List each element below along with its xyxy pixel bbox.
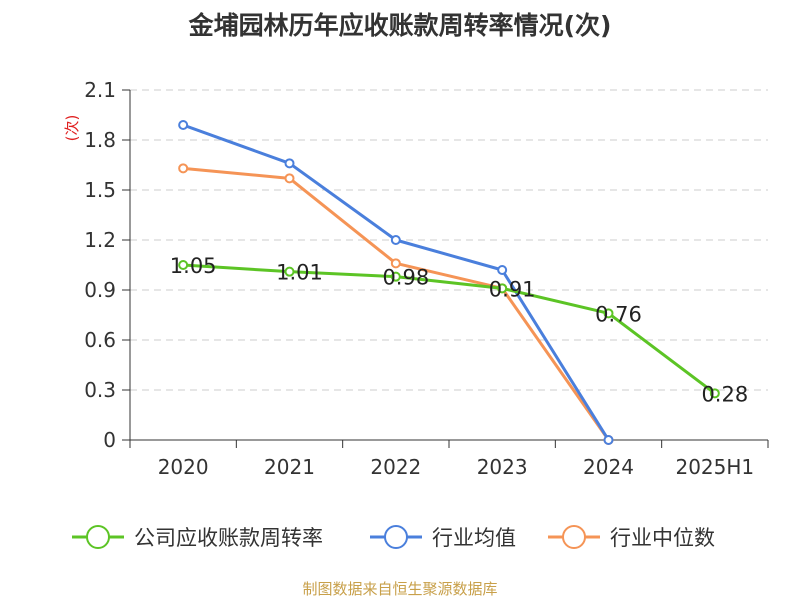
data-label: 1.01 [276, 261, 323, 285]
data-point [284, 158, 295, 169]
x-tick-label: 2020 [158, 455, 209, 479]
x-axis-ticks: 2020 2021 2022 2023 2024 2025H1 [129, 440, 769, 479]
data-point [390, 235, 401, 245]
data-point [497, 283, 508, 294]
y-tick-label: 0 [103, 428, 116, 452]
grid-lines [130, 89, 768, 391]
data-point [178, 260, 189, 270]
data-labels: 1.05 1.01 0.98 0.91 0.76 0.28 [170, 254, 748, 406]
x-tick-label: 2024 [583, 455, 634, 479]
data-point [390, 258, 401, 269]
legend-item[interactable]: 公司应收账款周转率 [72, 525, 323, 550]
data-point [497, 265, 508, 275]
data-point [709, 388, 720, 399]
x-tick-label: 2025H1 [675, 455, 754, 479]
data-label: 1.05 [170, 254, 217, 278]
data-point [603, 308, 614, 319]
data-label: 0.98 [382, 266, 429, 290]
data-point [178, 163, 189, 174]
x-tick-label: 2022 [370, 455, 421, 479]
y-tick-label: 1.8 [84, 128, 116, 152]
legend-label: 公司应收账款周转率 [134, 526, 323, 550]
series-line [183, 166, 610, 441]
axes [129, 90, 768, 441]
data-point [603, 435, 614, 445]
data-point [178, 120, 189, 130]
y-tick-label: 1.5 [84, 178, 116, 202]
legend-label: 行业中位数 [610, 526, 715, 550]
legend-item[interactable]: 行业中位数 [548, 525, 715, 550]
y-tick-label: 1.2 [84, 228, 116, 252]
legend[interactable]: 公司应收账款周转率 行业均值 行业中位数 [72, 525, 715, 550]
x-tick-label: 2023 [477, 455, 528, 479]
y-tick-label: 0.9 [84, 278, 116, 302]
x-tick-label: 2021 [264, 455, 315, 479]
chart-title: 金埔园林历年应收账款周转率情况(次) [188, 11, 612, 40]
y-tick-label: 0.6 [84, 328, 116, 352]
legend-marker [384, 525, 408, 549]
data-label: 0.76 [595, 302, 642, 326]
y-tick-label: 2.1 [84, 78, 116, 102]
data-point [390, 271, 401, 282]
y-axis-unit: (次) [63, 115, 81, 142]
legend-marker [562, 525, 586, 549]
data-source-note: 制图数据来自恒生聚源数据库 [302, 580, 498, 598]
data-label: 0.28 [701, 382, 748, 406]
series-line [183, 263, 716, 395]
series-lines [178, 120, 720, 445]
legend-label: 行业均值 [432, 526, 516, 550]
legend-marker [86, 525, 110, 549]
data-label: 0.91 [489, 277, 536, 301]
legend-item[interactable]: 行业均值 [370, 525, 516, 550]
y-tick-label: 0.3 [84, 378, 116, 402]
data-point [284, 173, 295, 184]
data-point [284, 266, 295, 277]
y-axis-ticks: 0 0.3 0.6 0.9 1.2 1.5 1.8 2.1 [84, 78, 130, 452]
